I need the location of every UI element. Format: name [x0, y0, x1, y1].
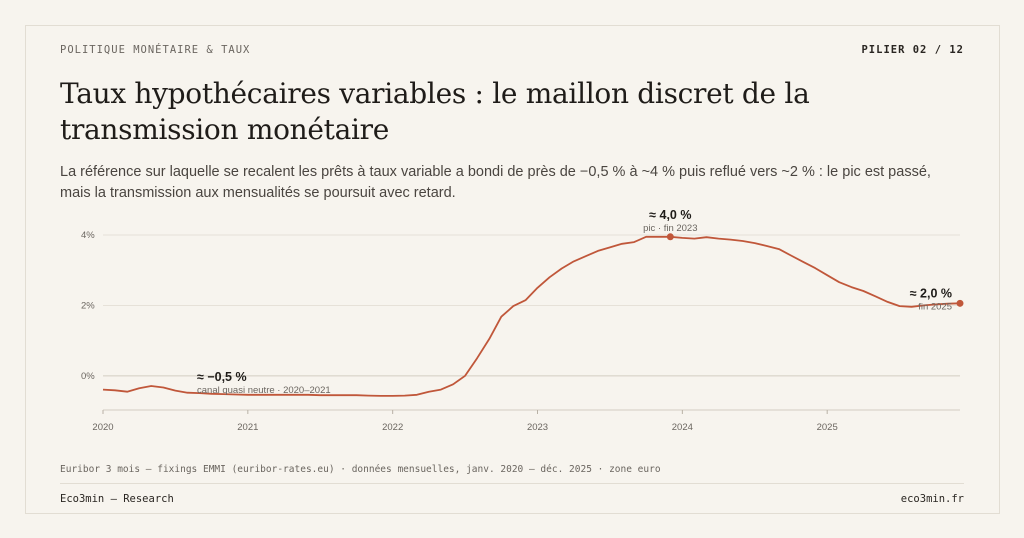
annotation-sublabel: canal quasi neutre · 2020–2021 [197, 385, 331, 396]
page-subtitle: La référence sur laquelle se recalent le… [60, 164, 931, 201]
annotation-marker [666, 233, 674, 241]
site-link[interactable]: eco3min.fr [900, 493, 964, 505]
brand-label: Eco3min — Research [60, 493, 174, 505]
annotation-label: ≈ 4,0 % [649, 208, 691, 222]
y-tick-label: 2% [81, 300, 95, 311]
pillar-counter: PILIER 02 / 12 [861, 44, 964, 56]
x-tick-label: 2024 [672, 422, 693, 433]
x-tick-label: 2022 [382, 422, 403, 433]
footer-divider [60, 483, 964, 484]
card-frame [25, 25, 1000, 514]
x-tick-label: 2025 [817, 422, 838, 433]
page-title: Taux hypothécaires variables : le maillo… [60, 77, 810, 146]
annotation-sublabel: fin 2025 [918, 301, 952, 312]
y-tick-label: 0% [81, 371, 95, 382]
annotation-label: ≈ 2,0 % [910, 286, 952, 300]
x-tick-label: 2023 [527, 422, 548, 433]
annotation-marker [956, 299, 964, 307]
x-tick-label: 2021 [237, 422, 258, 433]
source-note: Euribor 3 mois — fixings EMMI (euribor-r… [60, 464, 661, 475]
y-tick-label: 4% [81, 230, 95, 241]
annotation-label: ≈ −0,5 % [197, 370, 247, 384]
x-tick-label: 2020 [92, 422, 113, 433]
series-line-0 [102, 235, 961, 397]
annotation-sublabel: pic · fin 2023 [643, 223, 697, 234]
section-kicker: POLITIQUE MONÉTAIRE & TAUX [60, 44, 251, 56]
